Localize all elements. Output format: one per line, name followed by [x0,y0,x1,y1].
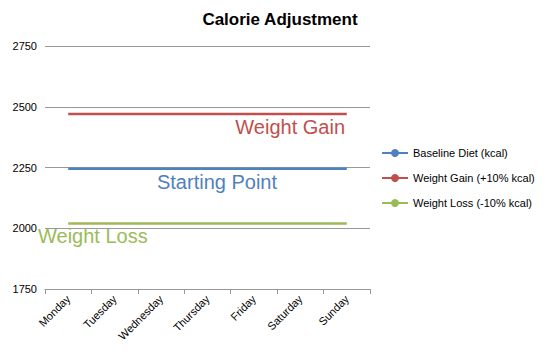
svg-text:Weight Gain: Weight Gain [235,116,345,138]
svg-text:Calorie Adjustment: Calorie Adjustment [202,10,358,29]
svg-text:Thursday: Thursday [171,292,212,333]
svg-text:1750: 1750 [13,283,37,295]
svg-text:Wednesday: Wednesday [116,292,166,342]
svg-text:Starting Point: Starting Point [157,171,278,193]
svg-text:2750: 2750 [13,40,37,52]
svg-text:2500: 2500 [13,101,37,113]
svg-text:Weight Loss: Weight Loss [38,225,148,247]
svg-text:Sunday: Sunday [316,292,351,327]
svg-text:Weight Gain (+10% kcal): Weight Gain (+10% kcal) [413,172,535,184]
svg-text:Saturday: Saturday [265,292,305,332]
svg-text:Friday: Friday [228,292,258,322]
svg-text:Weight Loss (-10% kcal): Weight Loss (-10% kcal) [413,197,532,209]
svg-text:Tuesday: Tuesday [81,292,119,330]
svg-text:2250: 2250 [13,162,37,174]
svg-text:Baseline Diet (kcal): Baseline Diet (kcal) [413,147,508,159]
svg-text:Monday: Monday [36,292,72,328]
svg-text:2000: 2000 [13,222,37,234]
